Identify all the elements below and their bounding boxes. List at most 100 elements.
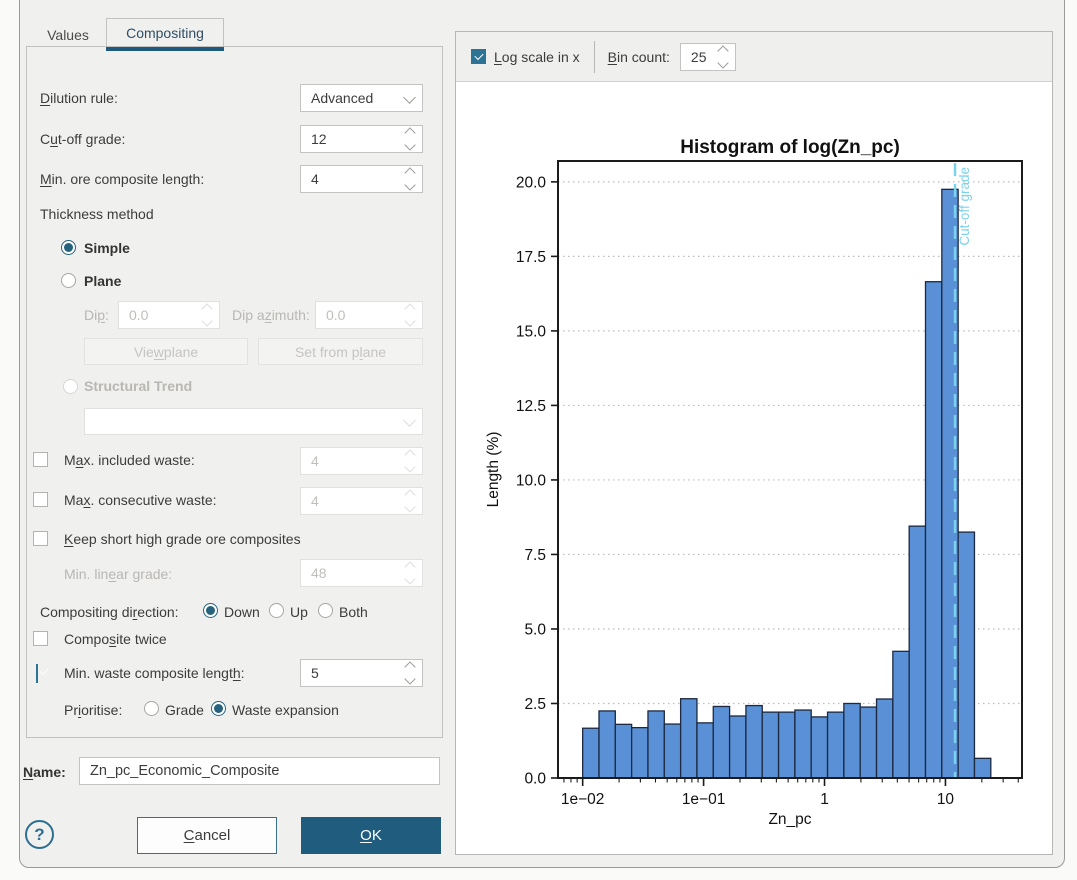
name-label: Name: <box>23 764 66 780</box>
spin-down-icon <box>404 461 416 473</box>
min-waste-length-spinner-buttons[interactable] <box>404 661 416 685</box>
max-consecutive-waste-spinner-buttons <box>404 489 416 513</box>
radio-prioritise-waste-expansion-label[interactable]: Waste expansion <box>232 702 339 718</box>
prioritise-label: Prioritise: <box>64 702 123 718</box>
max-included-waste-input: 4 <box>300 447 423 475</box>
name-value: Zn_pc_Economic_Composite <box>90 763 280 779</box>
log-scale-label[interactable]: Log scale in x <box>494 48 580 65</box>
dilution-rule-dropdown[interactable]: Advanced <box>300 84 423 112</box>
min-ore-length-input[interactable]: 4 <box>300 165 423 193</box>
radio-direction-up[interactable] <box>269 603 284 618</box>
chart-title: Histogram of log(Zn_pc) <box>680 137 900 158</box>
keep-short-high-grade-label[interactable]: Keep short high grade ore composites <box>64 531 301 547</box>
structural-trend-dropdown <box>84 408 423 435</box>
radio-direction-up-label[interactable]: Up <box>290 604 308 620</box>
spin-up-icon <box>404 167 416 179</box>
min-ore-length-label: Min. ore composite length: <box>40 171 205 187</box>
spin-up-icon <box>717 44 729 57</box>
spin-down-icon <box>404 139 416 151</box>
histogram-toolbar: Log scale in x Bin count: 25 <box>456 32 1052 82</box>
tab-compositing[interactable]: Compositing <box>106 18 224 46</box>
max-consecutive-waste-value: 4 <box>311 493 319 509</box>
spin-down-icon <box>404 315 416 327</box>
max-included-waste-checkbox[interactable] <box>33 452 48 467</box>
tab-values[interactable]: Values <box>47 27 89 43</box>
min-ore-length-spinner-buttons[interactable] <box>404 167 416 191</box>
histogram-bar <box>826 711 845 779</box>
histogram-bar <box>908 525 927 779</box>
name-input[interactable]: Zn_pc_Economic_Composite <box>79 757 440 785</box>
composite-twice-label[interactable]: Composite twice <box>64 631 167 647</box>
radio-direction-down[interactable] <box>203 603 218 618</box>
radio-plane-label[interactable]: Plane <box>84 273 122 289</box>
histogram-bar <box>892 650 910 779</box>
max-included-waste-spinner-buttons <box>404 449 416 473</box>
radio-direction-down-label[interactable]: Down <box>224 604 260 620</box>
x-tick-label: 1e−01 <box>682 791 726 808</box>
help-button[interactable]: ? <box>25 820 54 849</box>
radio-simple[interactable] <box>61 240 76 255</box>
bin-count-value: 25 <box>690 48 707 65</box>
max-consecutive-waste-checkbox[interactable] <box>33 492 48 507</box>
y-tick-label: 5.0 <box>524 621 546 638</box>
bin-count-input[interactable]: 25 <box>679 42 736 71</box>
cutoff-grade-input[interactable]: 12 <box>300 125 423 153</box>
spin-up-icon <box>404 661 416 673</box>
y-tick-label: 17.5 <box>516 249 546 266</box>
cutoff-grade-label: Cut-off grade: <box>40 131 126 147</box>
histogram-bar <box>924 281 943 779</box>
dip-input: 0.0 <box>118 301 220 329</box>
radio-prioritise-grade-label[interactable]: Grade <box>165 702 204 718</box>
min-waste-length-label[interactable]: Min. waste composite length: <box>64 665 245 681</box>
radio-structural-trend-label: Structural Trend <box>84 378 193 394</box>
spin-down-icon <box>201 315 213 327</box>
radio-structural-trend <box>63 379 78 394</box>
histogram-bar <box>582 727 600 779</box>
max-included-waste-label[interactable]: Max. included waste: <box>64 452 195 468</box>
histogram-bar <box>843 702 861 779</box>
radio-direction-both[interactable] <box>318 603 333 618</box>
plot-frame <box>557 160 1023 779</box>
y-tick-label: 10.0 <box>516 472 547 489</box>
histogram-panel: Log scale in x Bin count: 25 Cut-off gra… <box>455 31 1053 855</box>
histogram-bar <box>875 698 894 779</box>
cutoff-grade-spinner-buttons[interactable] <box>404 127 416 151</box>
log-scale-checkbox[interactable] <box>471 49 486 64</box>
x-axis-label: Zn_pc <box>768 811 811 828</box>
composite-twice-checkbox[interactable] <box>33 631 48 646</box>
radio-prioritise-grade[interactable] <box>144 701 159 716</box>
spin-up-icon <box>404 561 416 573</box>
spin-up-icon <box>404 489 416 501</box>
min-linear-grade-label: Min. linear grade: <box>64 566 173 582</box>
keep-short-high-grade-checkbox[interactable] <box>33 531 48 546</box>
dilution-rule-value: Advanced <box>311 90 374 106</box>
min-linear-grade-value: 48 <box>311 565 327 581</box>
radio-simple-label[interactable]: Simple <box>84 240 130 256</box>
max-consecutive-waste-label[interactable]: Max. consecutive waste: <box>64 492 217 508</box>
histogram-bar <box>777 711 796 779</box>
histogram-bar <box>696 722 714 779</box>
bin-count-spinner-buttons[interactable] <box>717 44 729 69</box>
spin-up-icon <box>404 303 416 315</box>
histogram-chart: Cut-off grade 0.0 2.5 5.0 7.5 10.0 12.5 15.0 17.… <box>485 137 1023 828</box>
histogram-bar <box>712 705 731 779</box>
histogram-bar <box>761 711 780 779</box>
min-linear-grade-input: 48 <box>300 559 423 587</box>
toolbar-separator <box>593 40 595 73</box>
min-linear-grade-spinner-buttons <box>404 561 416 585</box>
radio-direction-both-label[interactable]: Both <box>339 604 368 620</box>
radio-prioritise-waste-expansion[interactable] <box>211 701 226 716</box>
active-tab-underline <box>106 46 224 51</box>
cutoff-grade-label: Cut-off grade <box>957 167 972 246</box>
dip-label: Dip: <box>84 307 109 323</box>
min-waste-length-input[interactable]: 5 <box>300 659 423 687</box>
spin-down-icon <box>404 673 416 685</box>
set-from-plane-button: Set from p l ane <box>258 338 423 365</box>
compositing-direction-label: Compositing direction: <box>40 604 179 620</box>
y-tick-label: 2.5 <box>524 696 546 713</box>
radio-plane[interactable] <box>61 273 76 288</box>
histogram-bar <box>728 715 747 779</box>
min-waste-length-checkbox[interactable] <box>36 664 38 683</box>
